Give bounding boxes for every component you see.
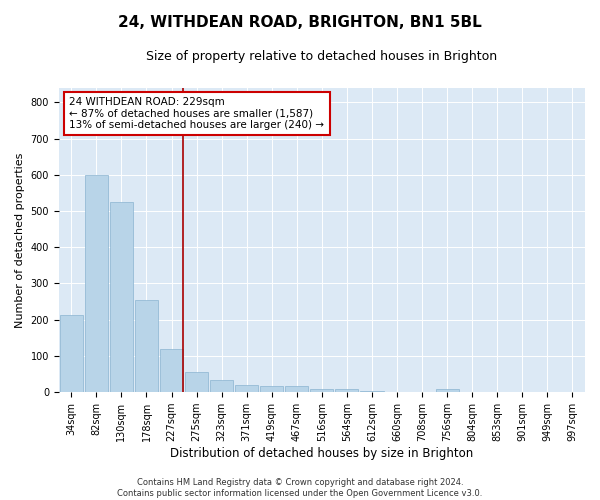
Bar (60, 316, 83, 392)
Text: Contains HM Land Registry data © Crown copyright and database right 2024.
Contai: Contains HM Land Registry data © Crown c… (118, 478, 482, 498)
Bar (310, 388, 334, 392)
Bar (260, 386, 283, 392)
Bar (286, 386, 308, 392)
Y-axis label: Number of detached properties: Number of detached properties (15, 152, 25, 328)
Bar (185, 372, 208, 392)
Bar (335, 388, 358, 392)
Bar (85, 175, 108, 392)
Text: 24 WITHDEAN ROAD: 229sqm
← 87% of detached houses are smaller (1,587)
13% of sem: 24 WITHDEAN ROAD: 229sqm ← 87% of detach… (70, 97, 325, 130)
Bar (110, 202, 133, 392)
X-axis label: Distribution of detached houses by size in Brighton: Distribution of detached houses by size … (170, 447, 473, 460)
Title: Size of property relative to detached houses in Brighton: Size of property relative to detached ho… (146, 50, 497, 63)
Text: 24, WITHDEAN ROAD, BRIGHTON, BN1 5BL: 24, WITHDEAN ROAD, BRIGHTON, BN1 5BL (118, 15, 482, 30)
Bar (160, 350, 183, 392)
Bar (235, 385, 258, 392)
Bar (436, 388, 459, 392)
Bar (210, 380, 233, 392)
Bar (135, 300, 158, 392)
